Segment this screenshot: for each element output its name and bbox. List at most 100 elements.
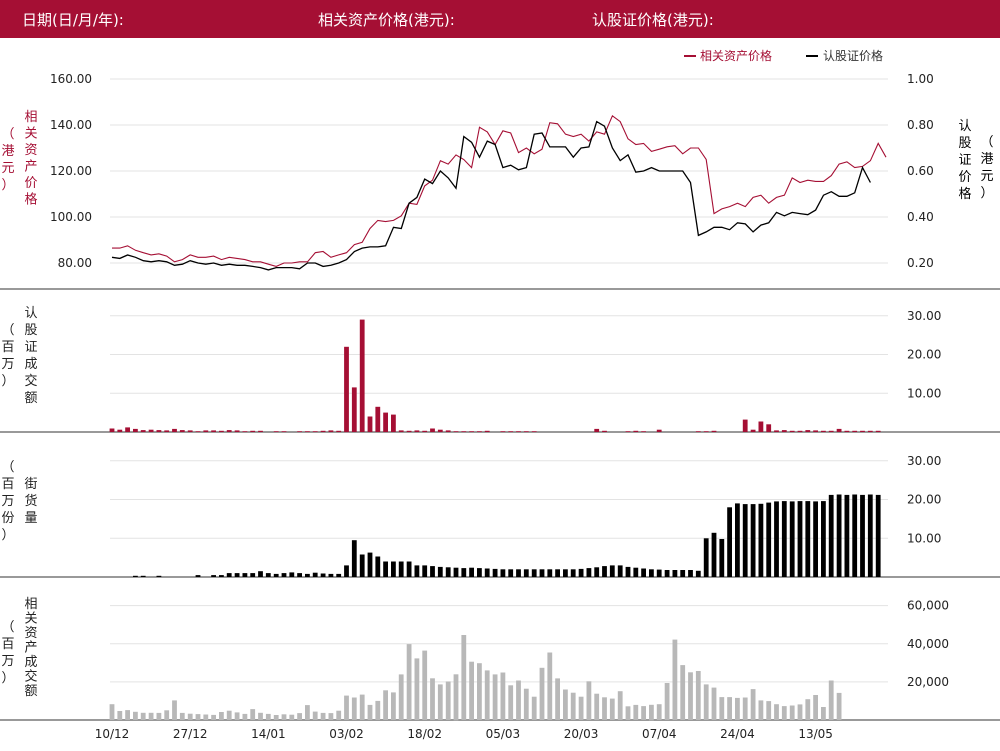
warrant-turnover-bar xyxy=(242,431,248,432)
legend: 相关资产价格 认股证价格 xyxy=(684,48,883,63)
outstanding-bar xyxy=(383,561,388,577)
warrant-turnover-bar xyxy=(414,430,420,432)
x-tick-label: 27/12 xyxy=(173,727,208,741)
outstanding-bar xyxy=(844,494,850,577)
outstanding-bar xyxy=(774,501,779,577)
underlying-turnover-bar xyxy=(625,706,631,720)
left-price-tick: 120.00 xyxy=(50,164,92,178)
outstanding-bar xyxy=(516,569,521,578)
warrant-turnover-bar xyxy=(133,428,138,432)
underlying-turnover-bar xyxy=(695,671,701,720)
outstanding-bar xyxy=(195,575,201,577)
underlying-turnover-bar xyxy=(656,704,662,720)
outstanding-bar xyxy=(633,567,639,577)
date-label: 日期(日/月/年): xyxy=(22,11,124,29)
warrant-turnover-bar xyxy=(625,431,631,432)
warrant-turnover-bar xyxy=(312,431,318,432)
warrant-turnover-bar xyxy=(445,430,451,432)
x-tick-label: 20/03 xyxy=(564,727,599,741)
outstanding-bar xyxy=(797,501,803,577)
warrant-turnover-bar xyxy=(860,430,865,432)
underlying-turnover-bar xyxy=(453,674,459,721)
underlying-turnover-bar xyxy=(531,696,537,720)
underlying-turnover-bar xyxy=(281,714,287,720)
underlying-turnover-bar xyxy=(578,696,584,720)
x-tick-label: 14/01 xyxy=(251,727,286,741)
warrant-turnover-bar xyxy=(797,430,803,432)
x-tick-label: 05/03 xyxy=(486,727,521,741)
underlying-turnover-bar xyxy=(664,683,670,720)
outstanding-bar xyxy=(406,561,412,577)
warrant-turnover-bar xyxy=(703,431,709,432)
underlying-turnover-bar xyxy=(781,706,787,720)
outstanding-bar xyxy=(492,568,498,577)
outstanding-bar xyxy=(156,575,162,577)
underlying-turnover-bar xyxy=(437,684,443,720)
warrant-turnover-bar xyxy=(383,412,388,432)
outstanding-bar xyxy=(867,494,873,577)
warrant-turnover-bar xyxy=(156,430,162,432)
outstanding-tick: 20.00 xyxy=(907,493,941,507)
underlying-turnover-bar xyxy=(234,712,240,720)
right-price-tick: 0.60 xyxy=(907,164,934,178)
outstanding-bar xyxy=(461,568,467,577)
underlying-turnover-bar xyxy=(179,712,185,720)
underlying-turnover-bar xyxy=(649,704,654,721)
left-price-axis-title: 相关资产价格 xyxy=(24,110,37,208)
warrant-turnover-bar xyxy=(203,430,209,432)
underlying-turnover-bar xyxy=(836,692,842,720)
underlying-turnover-bar xyxy=(555,678,560,720)
outstanding-bar xyxy=(297,573,302,577)
underlying-turnover-bar xyxy=(133,711,138,720)
bars xyxy=(109,319,881,721)
outstanding-bar xyxy=(735,503,740,577)
warrant-turnover-bar xyxy=(813,430,818,432)
warrant-turnover-bar xyxy=(781,430,787,432)
outstanding-bar xyxy=(422,565,428,577)
outstanding-bar xyxy=(711,532,717,577)
warrant-turnover-bar xyxy=(641,431,646,432)
underlying-turnover-bar xyxy=(430,678,435,720)
underlying-turnover-bar xyxy=(140,712,146,720)
warrant-turnover-bar xyxy=(219,430,224,432)
underlying-turnover-bar xyxy=(172,700,177,720)
warrant-turnover-bar xyxy=(305,431,310,432)
underlying-turnover-bar xyxy=(672,639,678,720)
underlying-turnover-bar xyxy=(547,652,553,720)
underlying-turnover-bar xyxy=(351,697,357,720)
left-price-tick: 80.00 xyxy=(58,256,92,270)
warrant-turnover-bar xyxy=(273,431,279,432)
underlying-turnover-bar xyxy=(586,681,592,720)
outstanding-tick: 30.00 xyxy=(907,454,941,468)
outstanding-bar xyxy=(805,501,811,577)
outstanding-bar xyxy=(414,565,420,577)
outstanding-bar xyxy=(609,565,615,577)
warrant-turnover-bar xyxy=(351,387,357,432)
warrant-turnover-bar xyxy=(375,406,381,432)
underlying-turnover-bar xyxy=(813,695,818,720)
warrant-turnover-bar xyxy=(125,427,130,432)
outstanding-bar xyxy=(320,573,326,577)
tick-labels: 80.00 100.00 120.00 140.00 160.00 0.20 0.40 0.6… xyxy=(50,72,949,741)
warrant-turnover-tick: 30.00 xyxy=(907,309,941,323)
underlying-turnover-bar xyxy=(727,697,732,720)
underlying-turnover-bar xyxy=(539,667,545,720)
underlying-turnover-bar xyxy=(758,700,764,720)
outstanding-bar xyxy=(781,501,787,577)
warrant-turnover-bar xyxy=(469,431,474,432)
outstanding-bar xyxy=(328,573,334,577)
warrant-turnover-bar xyxy=(789,430,795,432)
underlying-turnover-bar xyxy=(242,713,248,720)
outstanding-bar xyxy=(250,573,256,577)
outstanding-bar xyxy=(758,503,764,577)
warrant-turnover-bar xyxy=(766,424,772,433)
warrant-turnover-bar xyxy=(179,430,185,432)
underlying-turnover-bar xyxy=(750,689,756,720)
underlying-turnover-bar xyxy=(359,694,365,720)
underlying-turnover-bar xyxy=(680,665,686,720)
warrant-turnover-bar xyxy=(742,419,748,432)
underlying-turnover-bar xyxy=(641,706,646,720)
underlying-turnover-bar xyxy=(719,697,725,720)
outstanding-bar xyxy=(813,501,818,577)
warrant-turnover-bar xyxy=(430,428,435,432)
